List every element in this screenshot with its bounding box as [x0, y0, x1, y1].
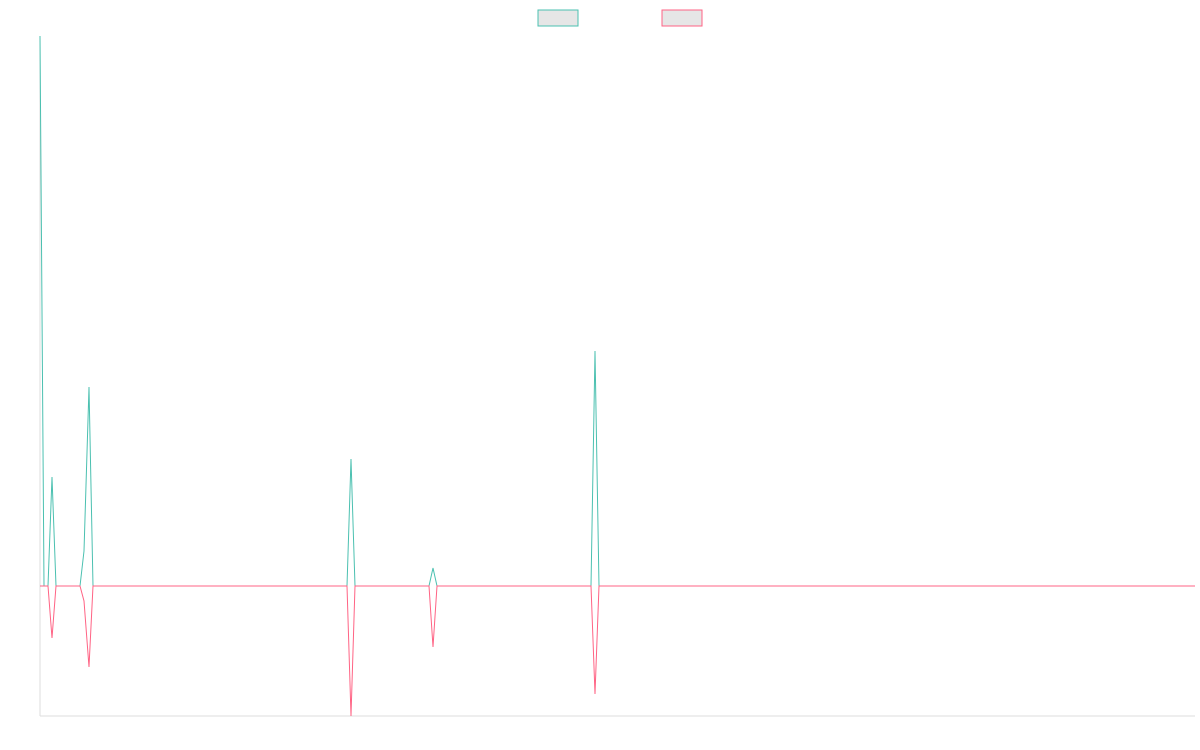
legend-swatch	[661, 9, 703, 27]
series-line	[39, 35, 1195, 587]
legend-swatch	[537, 9, 579, 27]
series-line	[40, 585, 1195, 717]
